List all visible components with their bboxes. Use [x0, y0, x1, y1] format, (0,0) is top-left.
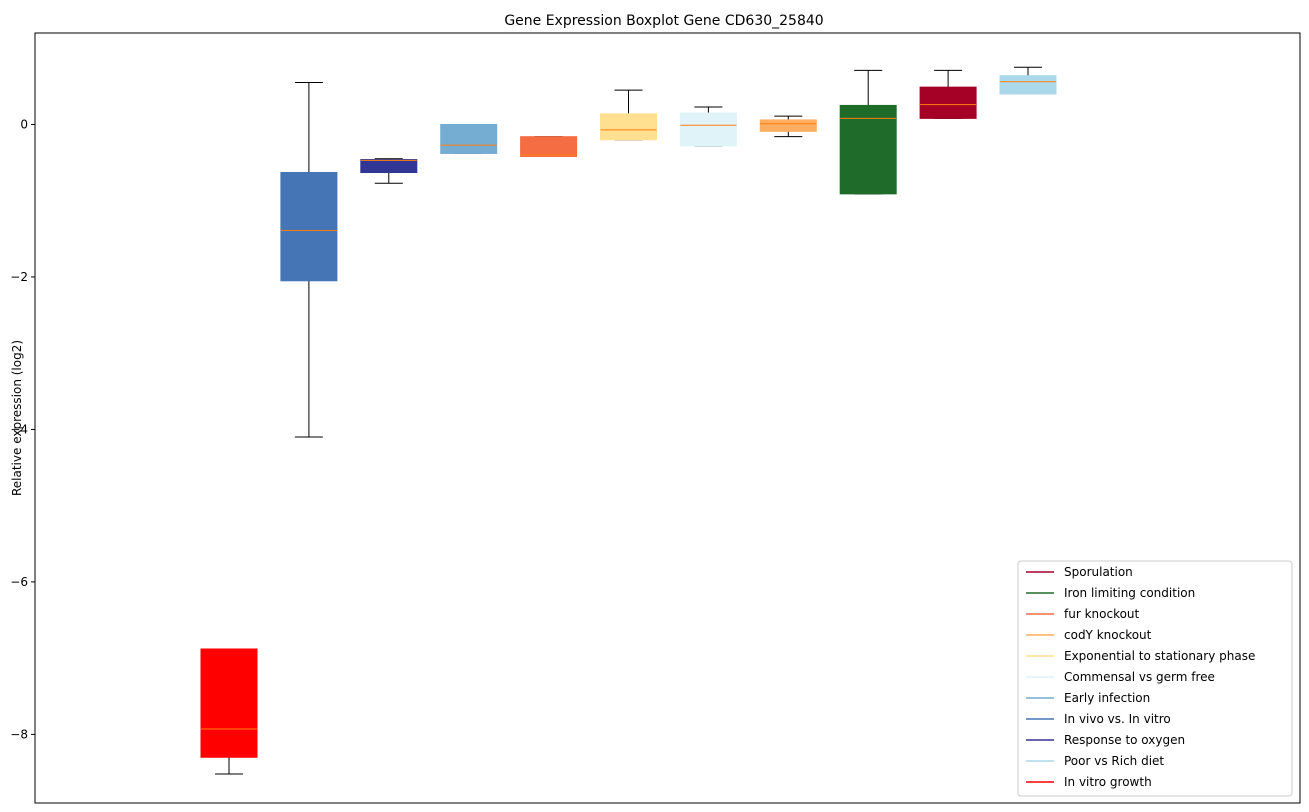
box-exponential-to-stationary-phase [600, 89, 657, 141]
y-tick-label: −2 [10, 270, 28, 284]
legend-item: Commensal vs germ free [1026, 670, 1215, 684]
y-tick-label: −8 [10, 727, 28, 741]
box-poor-vs-rich-diet [999, 66, 1057, 95]
box-body [839, 104, 897, 195]
legend-item: Sporulation [1026, 565, 1133, 579]
box-body [200, 648, 258, 758]
box-body [440, 123, 498, 154]
box-fur-knockout [520, 136, 578, 158]
box-sporulation [919, 69, 977, 119]
box-body [600, 113, 657, 141]
legend-label: codY knockout [1064, 628, 1152, 642]
legend-label: Poor vs Rich diet [1064, 754, 1164, 768]
plot-frame [34, 32, 1301, 804]
boxes-layer [200, 66, 1057, 775]
box-body [280, 172, 338, 282]
box-commensal-vs-germ-free [679, 106, 737, 147]
legend-label: fur knockout [1064, 607, 1140, 621]
box-body [520, 136, 578, 158]
legend-item: Exponential to stationary phase [1026, 649, 1255, 663]
legend-label: Early infection [1064, 691, 1150, 705]
box-body [919, 86, 977, 119]
legend-item: Response to oxygen [1026, 733, 1185, 747]
y-axis-ticks: 0 −2 −4 −6 −8 [10, 117, 35, 741]
chart-title: Gene Expression Boxplot Gene CD630_25840 [504, 13, 823, 29]
legend-frame [1017, 560, 1293, 797]
box-body [999, 75, 1057, 95]
legend: Sporulation Iron limiting condition fur kn… [1017, 560, 1293, 797]
legend-item: In vitro growth [1026, 775, 1152, 789]
box-iron-limiting-condition [839, 69, 897, 195]
box-body [360, 159, 418, 174]
legend-label: Exponential to stationary phase [1064, 649, 1255, 663]
y-tick-label: −4 [10, 422, 28, 436]
legend-label: Commensal vs germ free [1064, 670, 1215, 684]
box-body [679, 112, 737, 147]
box-body [759, 119, 817, 132]
box-early-infection [440, 123, 498, 154]
legend-label: Response to oxygen [1064, 733, 1185, 747]
y-axis-label: Relative expression (log2) [10, 340, 24, 496]
legend-label: Sporulation [1064, 565, 1133, 579]
box-response-to-oxygen [360, 158, 418, 184]
legend-item: Poor vs Rich diet [1026, 754, 1164, 768]
y-tick-label: 0 [20, 117, 28, 131]
legend-item: codY knockout [1026, 628, 1152, 642]
legend-item: fur knockout [1026, 607, 1140, 621]
legend-label: In vivo vs. In vitro [1064, 712, 1171, 726]
legend-label: In vitro growth [1064, 775, 1152, 789]
box-cody-knockout [759, 115, 817, 138]
box-in-vivo-vs-in-vitro [280, 82, 338, 438]
legend-item: Early infection [1026, 691, 1150, 705]
legend-label: Iron limiting condition [1064, 586, 1195, 600]
legend-item: Iron limiting condition [1026, 586, 1195, 600]
y-tick-label: −6 [10, 575, 28, 589]
legend-item: In vivo vs. In vitro [1026, 712, 1171, 726]
box-in-vitro-growth [200, 648, 258, 775]
